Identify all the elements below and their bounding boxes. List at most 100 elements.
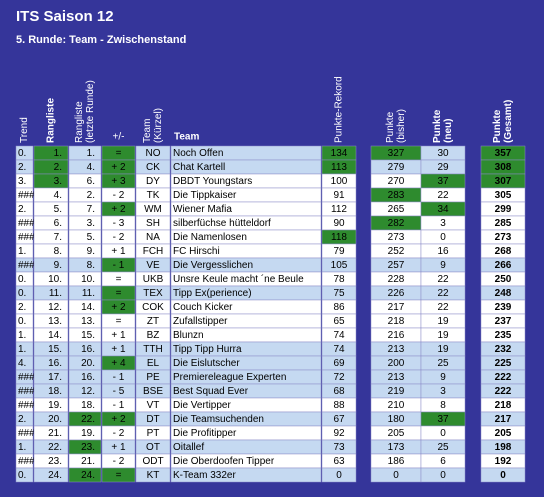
cell xyxy=(33,145,69,161)
cell-text: 14. xyxy=(81,302,95,313)
cell-text: Noch Offen xyxy=(173,148,223,159)
column-header: Team xyxy=(174,132,199,143)
cell-text: 2. xyxy=(18,204,26,215)
cell-text: 3. xyxy=(54,176,62,187)
cell-text: COK xyxy=(142,302,164,313)
cell-text: VE xyxy=(146,260,160,271)
cell-text: 22. xyxy=(81,414,95,425)
cell xyxy=(68,187,102,203)
column-header: (bisher) xyxy=(396,109,407,143)
cell-text: = xyxy=(116,470,122,481)
cell-text: Die Oberdoofen Tipper xyxy=(173,456,275,467)
cell-text: = xyxy=(116,148,122,159)
column-header: Trend xyxy=(19,117,30,143)
column-header: (letzte Runde) xyxy=(85,80,96,143)
cell-text: 0 xyxy=(500,470,506,481)
cell-text: 4. xyxy=(18,358,26,369)
cell-text: Blunzn xyxy=(173,330,204,341)
cell-text: 134 xyxy=(331,148,348,159)
cell-text: 112 xyxy=(331,204,347,215)
cell xyxy=(33,215,69,231)
cell-text: 3 xyxy=(440,218,446,229)
cell-text: 22 xyxy=(437,288,449,299)
cell-text: 2. xyxy=(54,162,62,173)
cell-text: Wiener Mafia xyxy=(173,204,232,215)
cell-text: 283 xyxy=(388,190,405,201)
cell-text: 9 xyxy=(440,372,446,383)
cell-text: 30 xyxy=(437,148,449,159)
cell-text: 91 xyxy=(333,190,345,201)
cell xyxy=(68,145,102,161)
cell-text: K-Team 332er xyxy=(173,470,236,481)
cell-text: 3. xyxy=(18,176,26,187)
cell-text: 69 xyxy=(333,358,345,369)
cell-text: 239 xyxy=(495,302,512,313)
cell-text: 200 xyxy=(388,358,405,369)
cell-text: ### xyxy=(18,372,35,383)
cell-text: 357 xyxy=(495,148,512,159)
cell-text: FCH xyxy=(143,246,164,257)
cell-text: 0 xyxy=(440,470,446,481)
cell-text: ODT xyxy=(142,456,163,467)
cell-text: BSE xyxy=(143,386,163,397)
cell-text: 10. xyxy=(81,274,95,285)
cell-text: 20. xyxy=(81,358,95,369)
cell-text: 0. xyxy=(18,274,26,285)
cell-text: DY xyxy=(146,176,160,187)
cell-text: DT xyxy=(146,414,159,425)
column-header: Rangliste xyxy=(74,101,85,143)
cell-text: 205 xyxy=(495,428,512,439)
cell xyxy=(33,173,69,189)
cell-text: + 1 xyxy=(111,246,126,257)
cell-text: 8. xyxy=(87,260,95,271)
cell-text: 225 xyxy=(495,358,512,369)
cell-text: 250 xyxy=(495,274,512,285)
cell-text: 6. xyxy=(54,218,62,229)
cell-text: 19 xyxy=(437,330,449,341)
cell-text: 282 xyxy=(388,218,405,229)
cell-text: + 2 xyxy=(111,162,126,173)
subtitle: 5. Runde: Team - Zwischenstand xyxy=(16,34,186,46)
cell-text: Die Tippkaiser xyxy=(173,190,237,201)
cell-text: + 1 xyxy=(111,442,126,453)
cell-text: Premiereleague Experten xyxy=(173,372,286,383)
cell xyxy=(420,467,466,483)
cell-text: 13. xyxy=(81,316,95,327)
column-header: +/- xyxy=(113,132,125,143)
cell-text: 285 xyxy=(495,218,512,229)
cell-text: 4. xyxy=(54,190,62,201)
cell-text: Die Profitipper xyxy=(173,428,237,439)
cell-text: DBDT Youngstars xyxy=(173,176,252,187)
cell-text: 16. xyxy=(81,344,95,355)
cell-text: 0 xyxy=(440,232,446,243)
cell-text: 29 xyxy=(437,162,449,173)
cell-text: 279 xyxy=(388,162,405,173)
cell-text: 173 xyxy=(388,442,405,453)
cell-text: Tipp Ex(perience) xyxy=(173,288,252,299)
cell-text: 12. xyxy=(81,386,95,397)
cell-text: 78 xyxy=(333,274,345,285)
cell-text: 1. xyxy=(54,148,62,159)
cell-text: 25 xyxy=(437,442,449,453)
cell-text: 0. xyxy=(18,470,26,481)
cell-text: 307 xyxy=(495,176,512,187)
cell-text: Chat Kartell xyxy=(173,162,225,173)
cell-text: BZ xyxy=(147,330,160,341)
column-header: (neu) xyxy=(443,119,454,143)
cell-text: 0. xyxy=(18,148,26,159)
cell-text: 5. xyxy=(54,204,62,215)
cell-text: 8. xyxy=(54,246,62,257)
cell-text: 34 xyxy=(437,204,449,215)
cell-text: 0 xyxy=(393,470,399,481)
cell-text: ### xyxy=(18,232,35,243)
cell-text: 265 xyxy=(388,204,405,215)
column-header: (Gesamt) xyxy=(503,100,514,143)
cell xyxy=(33,201,69,217)
cell xyxy=(68,215,102,231)
cell-text: 113 xyxy=(331,162,347,173)
cell-text: 270 xyxy=(388,176,405,187)
cell xyxy=(68,467,102,483)
cell-text: OT xyxy=(146,442,160,453)
cell-text: 73 xyxy=(333,442,345,453)
cell-text: - 2 xyxy=(113,456,125,467)
